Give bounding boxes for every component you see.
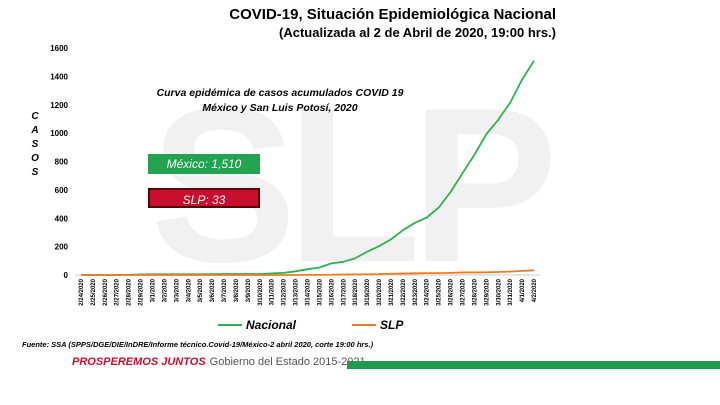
footer-government: Gobierno del Estado 2015-2021	[209, 356, 366, 368]
x-tick-label: 3/24/2020	[425, 278, 431, 305]
x-tick-label: 3/9/2020	[246, 278, 252, 302]
chart-title-line2: México y San Luis Potosí, 2020	[202, 102, 358, 114]
legend-slp-swatch	[352, 324, 376, 326]
footer-green-bar	[347, 361, 720, 369]
x-tick-label: 3/13/2020	[294, 278, 300, 305]
legend-slp: SLP	[352, 318, 403, 332]
legend-slp-label: SLP	[380, 318, 404, 332]
x-tick-label: 3/2/2020	[162, 278, 168, 302]
footer-brand: PROSPEREMOS JUNTOS Gobierno del Estado 2…	[72, 356, 366, 368]
x-tick-label: 2/26/2020	[103, 278, 109, 305]
series-line-slp	[80, 269, 535, 276]
x-tick-label: 3/10/2020	[258, 278, 264, 305]
x-tick-label: 3/26/2020	[449, 278, 455, 305]
x-tick-label: 3/7/2020	[222, 278, 228, 302]
x-tick-label: 3/14/2020	[306, 278, 312, 305]
x-tick-label: 3/25/2020	[437, 278, 443, 305]
x-tick-label: 3/3/2020	[174, 278, 180, 302]
x-tick-label: 2/24/2020	[79, 278, 85, 305]
x-tick-label: 3/28/2020	[472, 278, 478, 305]
x-tick-label: 3/31/2020	[508, 278, 514, 305]
x-tick-label: 2/27/2020	[115, 278, 121, 305]
y-tick-label: 1200	[50, 101, 68, 110]
x-tick-label: 3/29/2020	[484, 278, 490, 305]
y-axis-label-letter: S	[31, 139, 39, 150]
x-tick-label: 4/1/2020	[520, 278, 526, 302]
x-tick-label: 3/8/2020	[234, 278, 240, 302]
x-tick-label: 3/6/2020	[210, 278, 216, 302]
y-tick-label: 1400	[50, 72, 68, 81]
y-tick-label: 1000	[50, 129, 68, 138]
x-tick-label: 3/4/2020	[186, 278, 192, 302]
y-axis-label-letter: S	[31, 167, 39, 178]
y-tick-label: 200	[55, 243, 69, 252]
x-tick-label: 3/15/2020	[317, 278, 323, 305]
page-title: COVID-19, Situación Epidemiológica Nacio…	[229, 6, 556, 23]
y-tick-label: 0	[64, 271, 69, 280]
x-tick-label: 3/22/2020	[401, 278, 407, 305]
legend-nacional-label: Nacional	[246, 318, 297, 332]
footer-slogan: PROSPEREMOS JUNTOS	[72, 356, 206, 368]
y-tick-label: 400	[55, 214, 69, 223]
y-tick-label: 600	[55, 186, 69, 195]
chart-title: Curva epidémica de casos acumulados COVI…	[150, 86, 410, 116]
page-subtitle: (Actualizada al 2 de Abril de 2020, 19:0…	[279, 25, 556, 40]
y-tick-label: 800	[55, 158, 69, 167]
x-tick-label: 4/2/2020	[532, 278, 538, 302]
x-tick-label: 3/18/2020	[353, 278, 359, 305]
y-axis-label-letter: C	[31, 111, 39, 122]
y-axis-label-letter: A	[31, 125, 39, 136]
mexico-total-badge: México: 1,510	[148, 154, 260, 174]
x-tick-label: 3/12/2020	[282, 278, 288, 305]
x-tick-label: 3/23/2020	[413, 278, 419, 305]
x-tick-label: 3/30/2020	[496, 278, 502, 305]
x-tick-label: 3/21/2020	[389, 278, 395, 305]
x-tick-label: 3/16/2020	[329, 278, 335, 305]
source-note: Fuente: SSA (SPPS/DGE/DIE/InDRE/Informe …	[22, 340, 374, 349]
x-tick-label: 2/25/2020	[91, 278, 97, 305]
x-tick-label: 3/19/2020	[365, 278, 371, 305]
x-tick-label: 3/5/2020	[198, 278, 204, 302]
x-tick-label: 3/1/2020	[151, 278, 157, 302]
x-tick-label: 3/20/2020	[377, 278, 383, 305]
x-tick-label: 2/28/2020	[127, 278, 133, 305]
y-axis-label-letter: O	[31, 153, 39, 164]
chart-title-line1: Curva epidémica de casos acumulados COVI…	[156, 87, 404, 99]
x-tick-label: 3/27/2020	[461, 278, 467, 305]
slp-total-badge: SLP: 33	[148, 188, 260, 208]
x-tick-label: 2/29/2020	[139, 278, 145, 305]
x-tick-label: 3/17/2020	[341, 278, 347, 305]
x-tick-label: 3/11/2020	[270, 278, 276, 305]
legend-nacional: Nacional	[218, 318, 296, 332]
legend-nacional-swatch	[218, 324, 242, 326]
y-tick-label: 1600	[50, 44, 68, 53]
